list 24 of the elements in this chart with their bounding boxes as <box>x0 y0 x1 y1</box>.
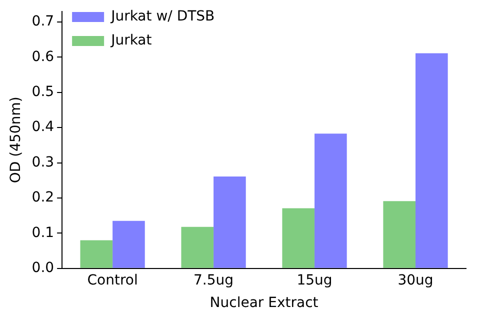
y-tick-label: 0.7 <box>32 14 54 30</box>
y-tick-label: 0.4 <box>32 119 54 136</box>
x-tick-label: 15ug <box>296 272 332 288</box>
bar <box>282 208 315 268</box>
y-tick-label: 0.1 <box>32 224 54 241</box>
x-tick-label: 7.5ug <box>194 272 234 288</box>
y-axis-title: OD (450nm) <box>8 96 24 184</box>
legend-label: Jurkat w/ DTSB <box>110 8 215 25</box>
bar <box>112 220 145 268</box>
bar <box>214 176 246 268</box>
bar <box>80 240 113 268</box>
bar <box>383 201 416 268</box>
x-axis-title: Nuclear Extract <box>210 295 319 312</box>
y-tick-label: 0.0 <box>32 260 54 276</box>
bar <box>181 226 214 268</box>
y-tick-label: 0.2 <box>32 190 54 206</box>
y-tick-label: 0.5 <box>32 84 54 100</box>
bar <box>416 53 448 268</box>
bar <box>314 134 347 268</box>
y-tick-label: 0.3 <box>32 154 54 170</box>
x-tick-label: Control <box>87 272 138 288</box>
x-tick-label: 30ug <box>398 272 434 288</box>
legend-label: Jurkat <box>110 32 152 49</box>
y-tick-label: 0.6 <box>32 48 54 65</box>
